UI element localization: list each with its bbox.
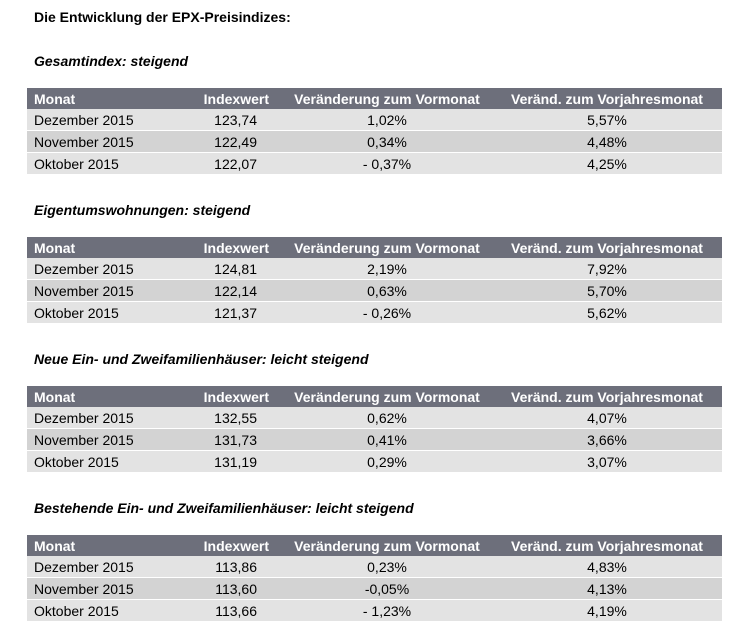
- cell-yoy: 4,83%: [492, 556, 722, 578]
- table-row: Dezember 2015 132,55 0,62% 4,07%: [27, 407, 722, 429]
- cell-month: Oktober 2015: [27, 450, 174, 473]
- table-row: Oktober 2015 113,66 - 1,23% 4,19%: [27, 599, 722, 622]
- cell-index: 122,07: [174, 152, 282, 175]
- cell-mom: 0,62%: [282, 407, 492, 429]
- cell-mom: 0,34%: [282, 130, 492, 153]
- cell-index: 123,74: [174, 109, 282, 131]
- cell-yoy: 5,70%: [492, 279, 722, 302]
- table-row: Oktober 2015 121,37 - 0,26% 5,62%: [27, 301, 722, 324]
- cell-index: 122,49: [174, 130, 282, 153]
- cell-yoy: 5,62%: [492, 301, 722, 324]
- section-heading: Gesamtindex: steigend: [34, 53, 189, 69]
- section-heading: Neue Ein- und Zweifamilienhäuser: leicht…: [34, 351, 369, 367]
- table-header-row: Monat Indexwert Veränderung zum Vormonat…: [27, 535, 722, 556]
- cell-month: November 2015: [27, 428, 174, 451]
- column-header-mom: Veränderung zum Vormonat: [282, 237, 492, 258]
- table-row: November 2015 122,49 0,34% 4,48%: [27, 130, 722, 153]
- table-header-row: Monat Indexwert Veränderung zum Vormonat…: [27, 386, 722, 407]
- cell-mom: -0,05%: [282, 577, 492, 600]
- section-heading: Bestehende Ein- und Zweifamilienhäuser: …: [34, 500, 414, 516]
- column-header-mom: Veränderung zum Vormonat: [282, 88, 492, 109]
- table-row: Dezember 2015 123,74 1,02% 5,57%: [27, 109, 722, 131]
- section-neue-haeuser: Neue Ein- und Zweifamilienhäuser: leicht…: [27, 349, 722, 473]
- cell-month: Dezember 2015: [27, 258, 174, 280]
- table-row: Dezember 2015 124,81 2,19% 7,92%: [27, 258, 722, 280]
- cell-yoy: 3,07%: [492, 450, 722, 473]
- cell-index: 113,60: [174, 577, 282, 600]
- cell-mom: 0,63%: [282, 279, 492, 302]
- cell-mom: - 0,26%: [282, 301, 492, 324]
- cell-yoy: 4,13%: [492, 577, 722, 600]
- cell-month: Dezember 2015: [27, 407, 174, 429]
- cell-month: November 2015: [27, 279, 174, 302]
- column-header-mom: Veränderung zum Vormonat: [282, 535, 492, 556]
- table-row: November 2015 131,73 0,41% 3,66%: [27, 428, 722, 451]
- column-header-index: Indexwert: [174, 535, 282, 556]
- cell-mom: 0,41%: [282, 428, 492, 451]
- section-heading: Eigentumswohnungen: steigend: [34, 202, 251, 218]
- cell-month: November 2015: [27, 130, 174, 153]
- column-header-index: Indexwert: [174, 88, 282, 109]
- cell-yoy: 4,19%: [492, 599, 722, 622]
- index-table: Monat Indexwert Veränderung zum Vormonat…: [27, 386, 722, 473]
- cell-yoy: 4,25%: [492, 152, 722, 175]
- cell-month: Oktober 2015: [27, 599, 174, 622]
- column-header-mom: Veränderung zum Vormonat: [282, 386, 492, 407]
- table-header-row: Monat Indexwert Veränderung zum Vormonat…: [27, 237, 722, 258]
- cell-month: Dezember 2015: [27, 556, 174, 578]
- cell-index: 124,81: [174, 258, 282, 280]
- cell-yoy: 4,07%: [492, 407, 722, 429]
- cell-month: November 2015: [27, 577, 174, 600]
- table-row: Oktober 2015 131,19 0,29% 3,07%: [27, 450, 722, 473]
- column-header-month: Monat: [27, 535, 174, 556]
- section-eigentumswohnungen: Eigentumswohnungen: steigend Monat Index…: [27, 200, 722, 324]
- cell-index: 132,55: [174, 407, 282, 429]
- column-header-month: Monat: [27, 386, 174, 407]
- cell-mom: - 0,37%: [282, 152, 492, 175]
- page-title: Die Entwicklung der EPX-Preisindizes:: [34, 9, 291, 25]
- table-row: November 2015 122,14 0,63% 5,70%: [27, 279, 722, 302]
- section-bestehende-haeuser: Bestehende Ein- und Zweifamilienhäuser: …: [27, 498, 722, 622]
- cell-mom: - 1,23%: [282, 599, 492, 622]
- cell-month: Dezember 2015: [27, 109, 174, 131]
- cell-mom: 2,19%: [282, 258, 492, 280]
- cell-index: 121,37: [174, 301, 282, 324]
- cell-index: 113,66: [174, 599, 282, 622]
- column-header-index: Indexwert: [174, 237, 282, 258]
- cell-mom: 1,02%: [282, 109, 492, 131]
- column-header-yoy: Veränd. zum Vorjahresmonat: [492, 237, 722, 258]
- cell-month: Oktober 2015: [27, 301, 174, 324]
- index-table: Monat Indexwert Veränderung zum Vormonat…: [27, 237, 722, 324]
- cell-mom: 0,29%: [282, 450, 492, 473]
- cell-mom: 0,23%: [282, 556, 492, 578]
- column-header-month: Monat: [27, 237, 174, 258]
- table-header-row: Monat Indexwert Veränderung zum Vormonat…: [27, 88, 722, 109]
- column-header-yoy: Veränd. zum Vorjahresmonat: [492, 535, 722, 556]
- cell-index: 131,19: [174, 450, 282, 473]
- table-row: Dezember 2015 113,86 0,23% 4,83%: [27, 556, 722, 578]
- cell-yoy: 5,57%: [492, 109, 722, 131]
- index-table: Monat Indexwert Veränderung zum Vormonat…: [27, 535, 722, 622]
- cell-yoy: 3,66%: [492, 428, 722, 451]
- cell-index: 131,73: [174, 428, 282, 451]
- cell-yoy: 7,92%: [492, 258, 722, 280]
- index-table: Monat Indexwert Veränderung zum Vormonat…: [27, 88, 722, 175]
- table-row: Oktober 2015 122,07 - 0,37% 4,25%: [27, 152, 722, 175]
- column-header-yoy: Veränd. zum Vorjahresmonat: [492, 88, 722, 109]
- column-header-month: Monat: [27, 88, 174, 109]
- table-row: November 2015 113,60 -0,05% 4,13%: [27, 577, 722, 600]
- cell-index: 122,14: [174, 279, 282, 302]
- column-header-yoy: Veränd. zum Vorjahresmonat: [492, 386, 722, 407]
- cell-yoy: 4,48%: [492, 130, 722, 153]
- cell-index: 113,86: [174, 556, 282, 578]
- column-header-index: Indexwert: [174, 386, 282, 407]
- cell-month: Oktober 2015: [27, 152, 174, 175]
- section-gesamtindex: Gesamtindex: steigend Monat Indexwert Ve…: [27, 51, 722, 175]
